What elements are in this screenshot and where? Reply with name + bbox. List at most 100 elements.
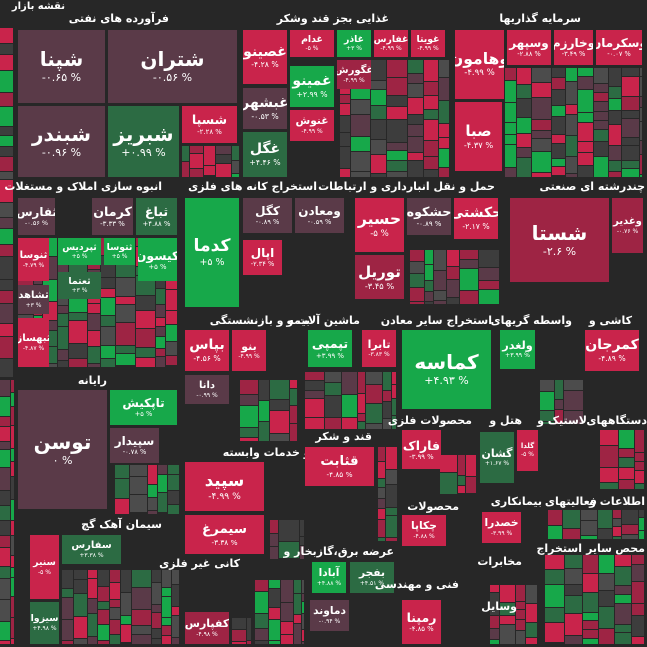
filler-tile xyxy=(424,96,438,109)
filler-tile xyxy=(640,68,642,76)
filler-tile xyxy=(158,475,167,492)
stock-tile: سپید -۴.۹۹ % xyxy=(185,462,264,511)
filler-tile xyxy=(156,305,165,317)
filler-tile xyxy=(599,591,614,606)
filler-tile xyxy=(500,616,515,624)
filler-tile xyxy=(58,260,68,272)
filler-tile xyxy=(532,98,551,119)
filler-tile xyxy=(566,68,577,81)
filler-tile xyxy=(148,465,157,484)
filler-tile xyxy=(115,479,129,498)
stock-change: -۰.۵۳ % xyxy=(251,111,279,121)
filler-tile xyxy=(351,137,370,151)
filler-tile xyxy=(615,555,631,566)
stock-tile: وسپهر -۲.۸۸ % xyxy=(507,30,551,65)
stock-change: ۰ % xyxy=(52,454,73,468)
filler-tile xyxy=(566,157,577,173)
filler-tile xyxy=(190,154,203,168)
filler-tile xyxy=(622,68,639,76)
filler-tile xyxy=(635,453,644,461)
filler-tile xyxy=(425,292,433,301)
filler-tile xyxy=(517,99,531,117)
filler-tile xyxy=(555,380,563,399)
sector-title: فعالیتهای xyxy=(544,495,597,508)
filler-tile xyxy=(424,170,438,177)
sector-title: انبوه سازی املاک و مستغلات xyxy=(4,180,162,193)
filler-tile xyxy=(517,118,531,133)
stock-tile: بفجر +۴.۵۱ % xyxy=(350,562,394,593)
filler-tile xyxy=(383,402,391,418)
stock-change: +۵ % xyxy=(148,262,167,271)
filler-tile xyxy=(565,585,582,595)
filler-tile xyxy=(11,500,14,520)
filler-tile xyxy=(88,599,97,613)
filler-tile xyxy=(281,603,293,621)
filler-tile xyxy=(0,257,13,279)
stock-change: -۴.۹۹ % xyxy=(301,128,323,135)
stock-symbol: توسن xyxy=(33,430,92,455)
filler-tile xyxy=(619,430,634,448)
filler-tile xyxy=(378,447,385,461)
filler-tile xyxy=(410,274,424,287)
stock-change: +۵ % xyxy=(199,256,225,268)
stock-tile: تابرا -۳.۸۳ % xyxy=(362,330,396,367)
filler-tile xyxy=(11,380,14,392)
filler-tile xyxy=(371,155,386,173)
filler-tile xyxy=(439,138,449,148)
stock-symbol: شبندر xyxy=(31,122,92,147)
stock-symbol: غنوش xyxy=(295,114,329,128)
stock-change: +۳.۹۹ % xyxy=(505,352,530,360)
filler-tile xyxy=(366,424,382,429)
filler-tile xyxy=(447,298,459,304)
stock-tile: شسپا -۲.۲۸ % xyxy=(182,106,237,143)
filler-tile xyxy=(594,157,608,177)
sector-title: قند و شکر xyxy=(315,430,372,443)
stock-symbol: سنیر xyxy=(33,557,56,569)
filler-tile xyxy=(0,506,10,520)
filler-tile xyxy=(88,579,97,598)
filler-tile xyxy=(166,290,177,310)
stock-symbol: حشکوه xyxy=(407,204,451,220)
filler-tile xyxy=(545,608,564,622)
filler-tile xyxy=(342,418,357,429)
filler-tile xyxy=(0,172,13,179)
filler-tile xyxy=(300,546,304,559)
stock-tile: چکاپا -۴.۸۸ % xyxy=(402,515,446,546)
stock-symbol: تابرا xyxy=(367,338,391,352)
filler-tile xyxy=(552,117,565,134)
stock-change: -۵ % xyxy=(38,568,51,576)
filler-tile xyxy=(490,585,499,592)
filler-tile xyxy=(0,600,10,621)
filler-tile xyxy=(378,488,385,498)
sector-title: سیمان آهک گچ xyxy=(81,518,162,531)
stock-tile: غفارس -۴.۹۹ % xyxy=(374,30,408,57)
filler-tile xyxy=(156,327,165,336)
filler-tile xyxy=(11,393,14,406)
stock-symbol: سیمرغ xyxy=(202,521,247,537)
filler-tile xyxy=(88,304,100,313)
sector-title: استخراج کانه های فلزی xyxy=(188,180,317,193)
filler-tile xyxy=(581,521,597,535)
stock-change: +۳ % xyxy=(346,45,362,53)
filler-tile xyxy=(270,400,289,410)
filler-tile xyxy=(0,536,10,547)
filler-tile xyxy=(240,428,258,437)
stock-symbol: وسکرمان xyxy=(596,36,642,51)
filler-tile xyxy=(74,617,87,638)
filler-tile xyxy=(613,510,621,518)
filler-tile xyxy=(259,380,269,400)
filler-tile xyxy=(358,372,365,393)
filler-tile xyxy=(609,125,621,145)
stock-tile: غدام -۵ % xyxy=(290,30,334,57)
filler-tile xyxy=(613,519,621,526)
filler-tile xyxy=(232,174,239,177)
filler-tile xyxy=(279,542,299,558)
filler-tile xyxy=(555,410,563,424)
sector-title: محص xyxy=(615,542,645,555)
filler-tile xyxy=(439,124,449,137)
filler-tile xyxy=(88,364,100,367)
stock-tile: کدما +۵ % xyxy=(185,198,239,307)
filler-tile xyxy=(609,87,621,98)
filler-tile xyxy=(622,510,638,524)
stock-change: -۴.۹۹ % xyxy=(208,490,241,502)
